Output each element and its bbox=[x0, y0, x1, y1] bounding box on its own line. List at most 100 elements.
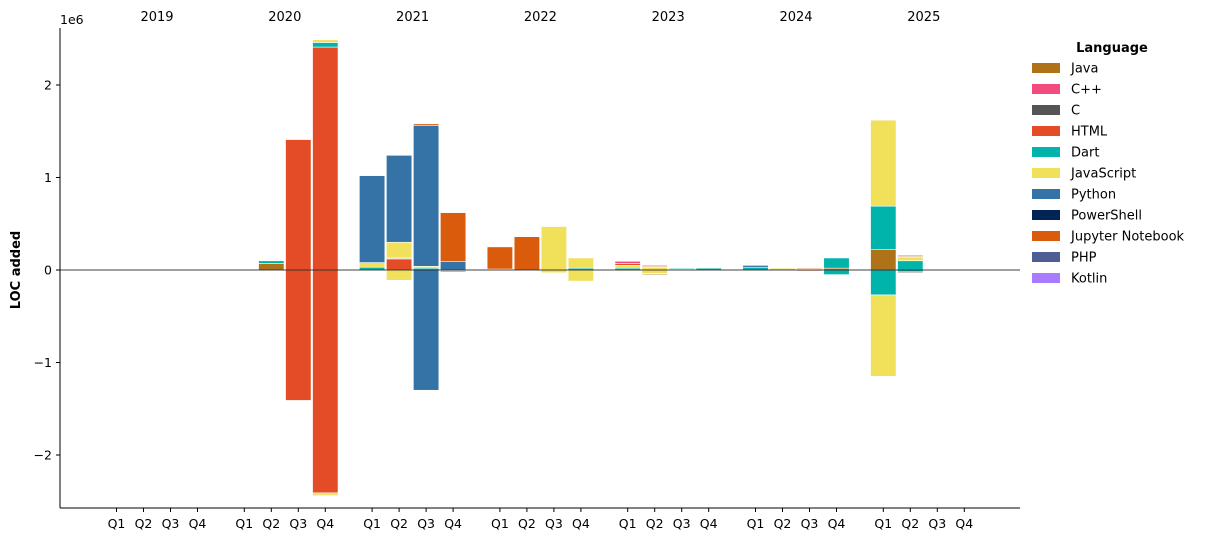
x-tick-label-2022-q2: Q2 bbox=[518, 516, 536, 531]
bar-segment-neg-python-2021-q3 bbox=[413, 269, 440, 391]
bar-segment-neg-javascript-2021-q2 bbox=[386, 269, 413, 280]
bar-segment-javascript-2025-q2 bbox=[897, 256, 924, 262]
bars-layer bbox=[258, 39, 924, 497]
legend-label-dart: Dart bbox=[1071, 146, 1099, 161]
bar-segment-dart-2020-q2 bbox=[258, 260, 285, 264]
bar-segment-python-2021-q3 bbox=[413, 125, 440, 267]
legend-label-javascript: JavaScript bbox=[1070, 167, 1136, 182]
legend-swatch-html bbox=[1032, 126, 1060, 136]
x-tick-label-2023-q2: Q2 bbox=[646, 516, 664, 531]
legend-swatch-php bbox=[1032, 252, 1060, 262]
x-tick-label-2025-q4: Q4 bbox=[955, 516, 973, 531]
legend-swatch-c bbox=[1032, 105, 1060, 115]
bar-segment-dart-2023-q3 bbox=[668, 267, 695, 270]
x-tick-label-2021-q3: Q3 bbox=[417, 516, 435, 531]
bar-segment-javascript-2023-q1 bbox=[614, 265, 641, 269]
bar-segment-neg-java-2021-q2 bbox=[386, 278, 413, 281]
bar-segment-neg-javascript-2020-q4 bbox=[312, 493, 339, 497]
legend-label-jupyter-notebook: Jupyter Notebook bbox=[1070, 230, 1185, 245]
bar-segment-java-2025-q1 bbox=[870, 249, 897, 271]
y-ticks: −2 −1 0 1 2 bbox=[34, 78, 60, 463]
bar-segment-html-2020-q3 bbox=[285, 139, 312, 271]
y-axis-title: LOC added bbox=[9, 231, 24, 309]
y-tick-label: 1 bbox=[44, 170, 52, 185]
bar-segment-javascript-2022-q3 bbox=[540, 226, 567, 271]
x-tick-label-2020-q3: Q3 bbox=[289, 516, 307, 531]
bar-segment-javascript-2020-q4 bbox=[312, 39, 339, 43]
y-tick-label: −2 bbox=[34, 448, 52, 463]
legend-swatch-java bbox=[1032, 63, 1060, 73]
bar-segment-neg-javascript-2023-q2 bbox=[641, 269, 668, 274]
x-tick-label-2025-q2: Q2 bbox=[901, 516, 919, 531]
y-scale-label: 1e6 bbox=[60, 12, 84, 27]
x-tick-label-2024-q3: Q3 bbox=[801, 516, 819, 531]
bar-segment-javascript-2023-q2 bbox=[641, 266, 668, 271]
bar-segment-jupyter-notebook-2021-q4 bbox=[440, 212, 467, 262]
legend-swatch-python bbox=[1032, 189, 1060, 199]
legend-label-powershell: PowerShell bbox=[1071, 209, 1142, 224]
x-tick-label-2020-q4: Q4 bbox=[316, 516, 334, 531]
bar-segment-java-2020-q2 bbox=[258, 263, 285, 271]
year-label-2024: 2024 bbox=[779, 10, 812, 25]
y-tick-label: −1 bbox=[34, 355, 52, 370]
legend-title: Language bbox=[1076, 41, 1148, 56]
bar-segment-html-2020-q4 bbox=[312, 46, 339, 271]
bar-segment-javascript-2022-q4 bbox=[567, 257, 594, 269]
x-tick-label-2020-q2: Q2 bbox=[262, 516, 280, 531]
x-tick-label-2024-q1: Q1 bbox=[747, 516, 765, 531]
bar-segment-dart-2024-q4 bbox=[823, 257, 850, 269]
bar-segment-neg-c-2025-q2 bbox=[897, 271, 924, 274]
bar-segment-jupyter-notebook-2022-q2 bbox=[513, 236, 540, 271]
bar-segment-javascript-2021-q1 bbox=[359, 262, 386, 268]
x-tick-label-2025-q3: Q3 bbox=[928, 516, 946, 531]
year-label-2020: 2020 bbox=[268, 10, 301, 25]
x-tick-label-2021-q1: Q1 bbox=[363, 516, 381, 531]
bar-segment-neg-dart-2024-q4 bbox=[823, 269, 850, 275]
bar-segment-neg-html-2020-q4 bbox=[312, 269, 339, 494]
legend-swatch-javascript bbox=[1032, 168, 1060, 178]
x-tick-label-2023-q3: Q3 bbox=[673, 516, 691, 531]
legend-label-php: PHP bbox=[1071, 251, 1097, 266]
year-label-2021: 2021 bbox=[396, 10, 429, 25]
legend-label-kotlin: Kotlin bbox=[1071, 272, 1107, 287]
x-tick-label-2024-q2: Q2 bbox=[774, 516, 792, 531]
bar-segment-javascript-2021-q2 bbox=[386, 241, 413, 259]
bar-segment-javascript-2025-q1 bbox=[870, 119, 897, 207]
legend-label-c: C bbox=[1071, 104, 1080, 119]
x-tick-label-2023-q4: Q4 bbox=[700, 516, 718, 531]
bar-segment-neg-javascript-2022-q4 bbox=[567, 269, 594, 282]
bar-segment-dart-2025-q2 bbox=[897, 260, 924, 271]
y-tick-label: 2 bbox=[44, 78, 52, 93]
bar-segment-dart-2024-q1 bbox=[742, 266, 769, 271]
bar-segment-neg-javascript-2025-q1 bbox=[870, 294, 897, 377]
x-tick-label-2019-q1: Q1 bbox=[108, 516, 126, 531]
bar-segment-jupyter-notebook-2024-q3 bbox=[796, 267, 823, 270]
x-ticks: Q1 Q2 Q3 Q4 Q1 Q2 Q3 Q4 Q1 Q2 Q3 Q4 Q1 Q2 Q3 Q4 Q1 Q2 Q3 Q4… bbox=[108, 508, 973, 531]
bar-segment-neg-dart-2025-q1 bbox=[870, 269, 897, 296]
bar-segment-python-2025-q2 bbox=[897, 254, 924, 257]
bar-segment-dart-2025-q1 bbox=[870, 205, 897, 250]
bar-segment-dart-2020-q4 bbox=[312, 42, 339, 48]
bar-segment-python-2021-q4 bbox=[440, 261, 467, 271]
x-tick-label-2022-q4: Q4 bbox=[572, 516, 590, 531]
legend: Language Java C++ C HTML Dart JavaScript Pytho… bbox=[1032, 41, 1185, 287]
year-labels: 2019 2020 2021 2022 2023 2024 2025 bbox=[140, 10, 940, 25]
legend-swatch-c bbox=[1032, 84, 1060, 94]
x-tick-label-2021-q4: Q4 bbox=[444, 516, 462, 531]
x-tick-label-2023-q1: Q1 bbox=[619, 516, 637, 531]
bar-segment-python-2021-q1 bbox=[359, 175, 386, 263]
legend-label-python: Python bbox=[1071, 188, 1116, 203]
bar-segment-neg-javascript-2022-q3 bbox=[540, 269, 567, 274]
bar-segment-jupyter-notebook-2022-q1 bbox=[486, 246, 513, 270]
legend-label-java: Java bbox=[1070, 62, 1098, 77]
bar-segment-html-2021-q2 bbox=[386, 258, 413, 271]
bar-segment-python-2024-q1 bbox=[742, 265, 769, 268]
bar-segment-dart-2021-q1 bbox=[359, 266, 386, 271]
bar-segment-c-2023-q2 bbox=[641, 265, 668, 267]
legend-label-c: C++ bbox=[1071, 83, 1102, 98]
bar-segment-python-2021-q2 bbox=[386, 155, 413, 243]
year-label-2023: 2023 bbox=[652, 10, 685, 25]
bar-segment-php-2023-q1 bbox=[614, 260, 641, 262]
bar-segment-neg-html-2020-q3 bbox=[285, 269, 312, 401]
